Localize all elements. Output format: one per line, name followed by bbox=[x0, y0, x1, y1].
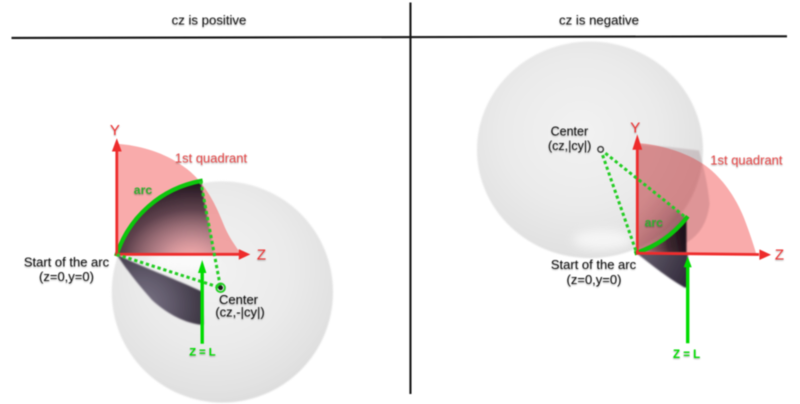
svg-text:cz is positive: cz is positive bbox=[172, 13, 247, 28]
svg-text:Y: Y bbox=[630, 120, 640, 137]
svg-text:cz is negative: cz is negative bbox=[559, 13, 639, 28]
svg-text:Z: Z bbox=[257, 247, 266, 264]
svg-text:(cz,|cy|): (cz,|cy|) bbox=[548, 139, 591, 153]
svg-text:Center: Center bbox=[551, 125, 589, 139]
svg-text:Z = L: Z = L bbox=[189, 347, 216, 359]
svg-text:1st quadrant: 1st quadrant bbox=[710, 153, 783, 168]
svg-text:Z = L: Z = L bbox=[673, 349, 700, 361]
svg-text:Y: Y bbox=[110, 122, 120, 139]
svg-text:Start of the arc: Start of the arc bbox=[551, 257, 637, 272]
svg-text:arc: arc bbox=[134, 183, 153, 197]
svg-text:Z: Z bbox=[775, 246, 784, 263]
svg-text:Start of the arc: Start of the arc bbox=[24, 255, 110, 270]
svg-text:1st quadrant: 1st quadrant bbox=[175, 151, 248, 166]
svg-text:(z=0,y=0): (z=0,y=0) bbox=[39, 269, 94, 284]
svg-text:Center: Center bbox=[219, 292, 259, 307]
svg-text:arc: arc bbox=[645, 215, 664, 229]
svg-text:(cz,-|cy|): (cz,-|cy|) bbox=[215, 305, 264, 320]
svg-text:(z=0,y=0): (z=0,y=0) bbox=[567, 272, 622, 287]
